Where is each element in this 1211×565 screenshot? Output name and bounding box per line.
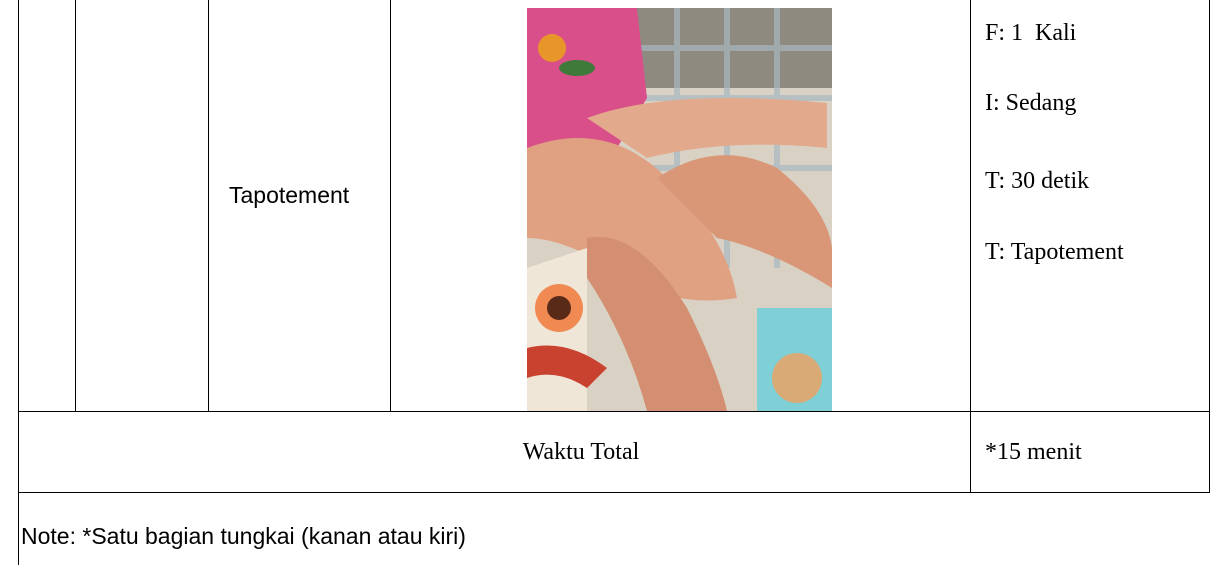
total-label: Waktu Total: [522, 439, 640, 465]
dosage-item: T: 30 detik: [985, 168, 1090, 194]
border: [18, 492, 1210, 493]
border: [1209, 0, 1210, 492]
note: Note: *Satu bagian tungkai (kanan atau k…: [21, 523, 466, 549]
border: [208, 0, 209, 411]
border: [970, 0, 971, 492]
dosage-item: I: Sedang: [985, 90, 1077, 116]
border: [75, 0, 76, 411]
dosage-item: F: 1 Kali: [985, 20, 1077, 46]
total-value: *15 menit: [985, 439, 1082, 465]
photo: [527, 8, 832, 411]
dosage-item: T: Tapotement: [985, 239, 1124, 265]
border: [18, 411, 1210, 412]
border: [18, 0, 19, 565]
border: [390, 0, 391, 411]
technique: Tapotement: [229, 182, 350, 208]
